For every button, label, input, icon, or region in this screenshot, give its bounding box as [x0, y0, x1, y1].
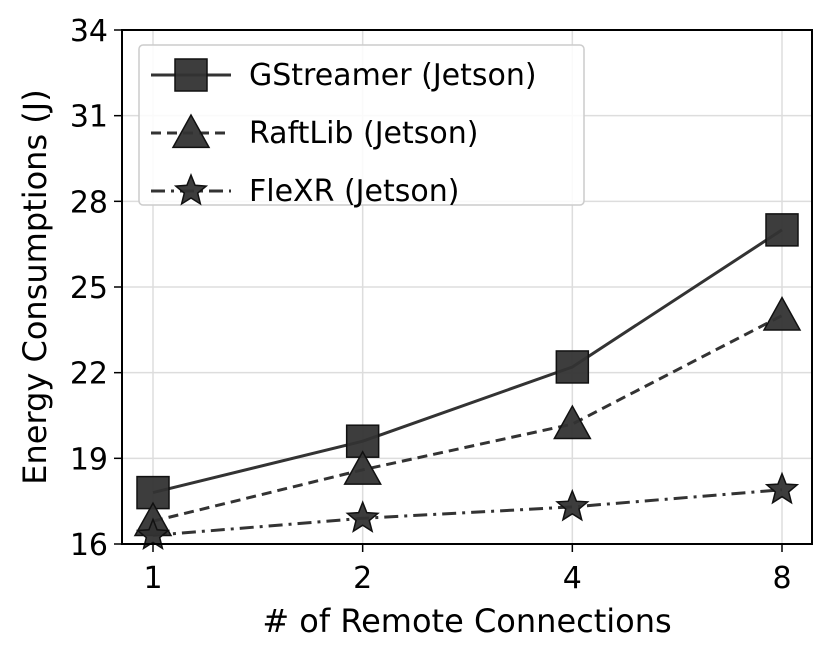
x-axis-label: # of Remote Connections	[262, 602, 671, 640]
legend-marker-1	[171, 113, 211, 149]
data-point-2-0	[135, 517, 171, 551]
x-tick-label: 4	[563, 561, 582, 596]
series-lines	[152, 228, 783, 537]
data-point-1-1	[343, 450, 382, 485]
y-tick-label: 28	[70, 185, 108, 220]
x-tick-label: 1	[143, 561, 162, 596]
legend-label-1: RaftLib (Jetson)	[249, 116, 478, 151]
legend-label-0: GStreamer (Jetson)	[249, 58, 537, 93]
y-axis-label: Energy Consumptions (J)	[16, 89, 54, 484]
legend-label-2: FleXR (Jetson)	[249, 174, 459, 209]
series-line-1	[152, 314, 783, 523]
data-point-0-2	[555, 350, 590, 384]
legend-marker-0	[174, 58, 208, 92]
y-tick-label: 22	[70, 357, 108, 392]
data-point-0-3	[765, 213, 799, 247]
series-line-0	[152, 228, 783, 495]
y-tick-label: 31	[70, 100, 108, 135]
data-point-2-2	[555, 488, 590, 522]
legend: GStreamer (Jetson) RaftLib (Jetson) FleXR …	[138, 44, 585, 209]
data-point-2-1	[345, 500, 380, 533]
legend-box	[138, 44, 585, 206]
y-axis-ticks: 16 19 22 25 28 31 34	[70, 14, 122, 563]
data-point-2-3	[764, 471, 800, 505]
legend-marker-2	[173, 172, 209, 206]
x-axis-ticks: 1 2 4 8	[143, 544, 792, 596]
y-tick-label: 25	[70, 271, 108, 306]
x-tick-label: 2	[353, 561, 372, 596]
y-tick-label: 19	[70, 442, 108, 477]
data-point-1-2	[553, 404, 592, 440]
series-line-2	[152, 488, 783, 537]
x-tick-label: 8	[772, 561, 791, 596]
series-markers	[133, 213, 802, 551]
y-tick-label: 34	[70, 14, 108, 49]
data-point-1-3	[762, 296, 802, 331]
y-tick-label: 16	[70, 528, 108, 563]
